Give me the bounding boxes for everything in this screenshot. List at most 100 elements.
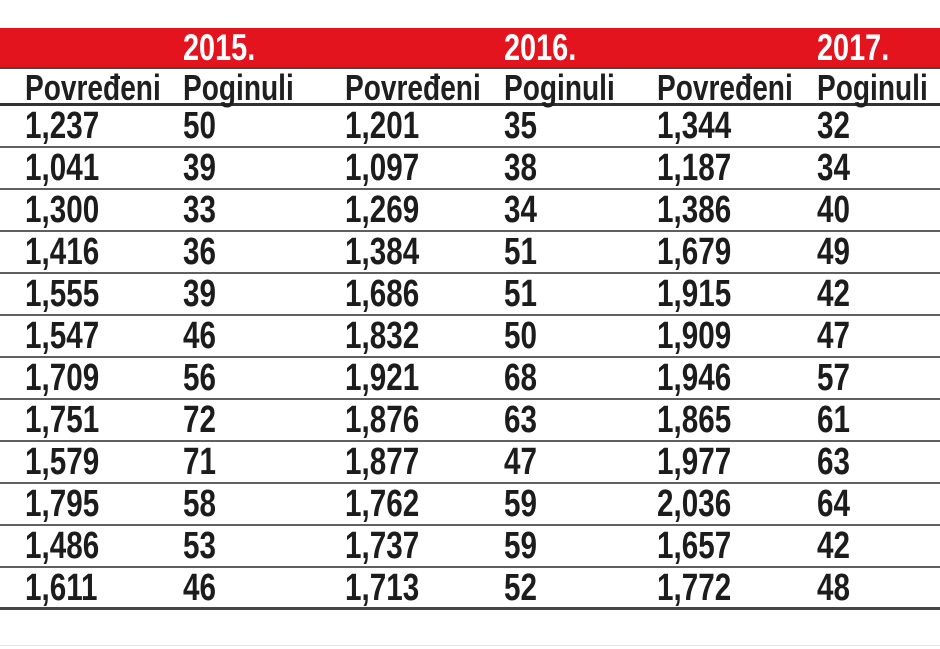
cell-povredjeni-2015: 1,579 (25, 442, 183, 483)
cell-value: 39 (183, 147, 216, 189)
cell-value: 46 (183, 315, 216, 357)
year-label-2015: 2015. (183, 28, 345, 68)
cell-poginuli-2017: 57 (817, 358, 940, 399)
column-header-2017-poginuli: Poginuli (817, 69, 940, 107)
cell-value: 1,915 (657, 273, 732, 315)
cell-poginuli-2017: 40 (817, 190, 940, 231)
cell-value: 1,909 (657, 315, 732, 357)
cell-povredjeni-2015: 1,547 (25, 316, 183, 357)
cell-povredjeni-2015: 1,486 (25, 526, 183, 567)
cell-poginuli-2015: 58 (183, 484, 345, 525)
cell-poginuli-2017: 32 (817, 106, 940, 147)
cell-poginuli-2015: 50 (183, 106, 345, 147)
cell-poginuli-2017: 42 (817, 526, 940, 567)
cell-povredjeni-2017: 2,036 (657, 484, 817, 525)
column-header-text: Povređeni (25, 67, 161, 108)
cell-povredjeni-2015: 1,611 (25, 568, 183, 609)
cell-poginuli-2016: 50 (504, 316, 657, 357)
cell-poginuli-2015: 71 (183, 442, 345, 483)
cell-value: 1,237 (25, 105, 100, 147)
cell-povredjeni-2016: 1,876 (345, 400, 504, 441)
cell-value: 1,772 (657, 567, 732, 609)
cell-poginuli-2016: 51 (504, 232, 657, 273)
cell-value: 1,679 (657, 231, 732, 273)
cell-value: 1,709 (25, 357, 100, 399)
cell-value: 68 (504, 357, 537, 399)
cell-value: 50 (183, 105, 216, 147)
cell-value: 1,384 (345, 231, 420, 273)
cell-poginuli-2017: 61 (817, 400, 940, 441)
table-row: 1,416 36 1,384 51 1,679 49 (0, 232, 940, 274)
cell-poginuli-2016: 59 (504, 484, 657, 525)
table-row: 1,555 39 1,686 51 1,915 42 (0, 274, 940, 316)
column-header-text: Povređeni (657, 67, 793, 108)
cell-value: 33 (183, 189, 216, 231)
cell-value: 42 (817, 525, 850, 567)
cell-value: 51 (504, 231, 537, 273)
cell-value: 1,832 (345, 315, 420, 357)
column-header-text: Poginuli (504, 67, 615, 108)
cell-value: 34 (817, 147, 850, 189)
cell-value: 1,041 (25, 147, 100, 189)
cell-povredjeni-2016: 1,384 (345, 232, 504, 273)
cell-value: 1,877 (345, 441, 420, 483)
cell-value: 71 (183, 441, 216, 483)
cell-povredjeni-2017: 1,772 (657, 568, 817, 609)
cell-value: 47 (817, 315, 850, 357)
cell-value: 40 (817, 189, 850, 231)
table-row: 1,579 71 1,877 47 1,977 63 (0, 442, 940, 484)
cell-value: 1,876 (345, 399, 420, 441)
cell-value: 1,486 (25, 525, 100, 567)
cell-value: 1,686 (345, 273, 420, 315)
cell-value: 1,762 (345, 483, 420, 525)
year-label-2015-text: 2015. (183, 27, 256, 68)
cell-value: 59 (504, 525, 537, 567)
column-header-text: Povređeni (345, 67, 481, 108)
cell-povredjeni-2017: 1,865 (657, 400, 817, 441)
year-label-2016: 2016. (504, 28, 657, 68)
cell-povredjeni-2016: 1,686 (345, 274, 504, 315)
cell-value: 1,865 (657, 399, 732, 441)
cell-poginuli-2017: 34 (817, 148, 940, 189)
cell-povredjeni-2016: 1,832 (345, 316, 504, 357)
column-header-row: Povređeni Poginuli Povređeni Poginuli Po… (0, 67, 940, 108)
cell-povredjeni-2016: 1,877 (345, 442, 504, 483)
cell-value: 48 (817, 567, 850, 609)
cell-value: 72 (183, 399, 216, 441)
cell-value: 34 (504, 189, 537, 231)
column-header-2016-poginuli: Poginuli (504, 69, 657, 107)
cell-poginuli-2017: 49 (817, 232, 940, 273)
column-header-2015-povredjeni: Povređeni (25, 69, 183, 107)
cell-value: 51 (504, 273, 537, 315)
cell-povredjeni-2015: 1,751 (25, 400, 183, 441)
cell-value: 42 (817, 273, 850, 315)
cell-poginuli-2016: 68 (504, 358, 657, 399)
cell-value: 61 (817, 399, 850, 441)
cell-value: 47 (504, 441, 537, 483)
cell-poginuli-2015: 56 (183, 358, 345, 399)
cell-value: 1,269 (345, 189, 420, 231)
year-label-2017-text: 2017. (817, 27, 890, 68)
cell-povredjeni-2015: 1,709 (25, 358, 183, 399)
cell-poginuli-2015: 72 (183, 400, 345, 441)
cell-value: 1,300 (25, 189, 100, 231)
cell-value: 1,751 (25, 399, 100, 441)
cell-value: 35 (504, 105, 537, 147)
cell-poginuli-2016: 63 (504, 400, 657, 441)
cell-value: 59 (504, 483, 537, 525)
cell-value: 39 (183, 273, 216, 315)
cell-povredjeni-2015: 1,795 (25, 484, 183, 525)
cell-poginuli-2016: 59 (504, 526, 657, 567)
cell-povredjeni-2015: 1,041 (25, 148, 183, 189)
cell-povredjeni-2015: 1,416 (25, 232, 183, 273)
cell-povredjeni-2017: 1,915 (657, 274, 817, 315)
column-header-2016-povredjeni: Povređeni (345, 69, 504, 107)
cell-povredjeni-2015: 1,237 (25, 106, 183, 147)
cell-poginuli-2015: 46 (183, 568, 345, 609)
cell-povredjeni-2016: 1,713 (345, 568, 504, 609)
cell-value: 50 (504, 315, 537, 357)
cell-value: 1,713 (345, 567, 420, 609)
cell-value: 53 (183, 525, 216, 567)
cell-poginuli-2017: 42 (817, 274, 940, 315)
cell-value: 1,201 (345, 105, 420, 147)
